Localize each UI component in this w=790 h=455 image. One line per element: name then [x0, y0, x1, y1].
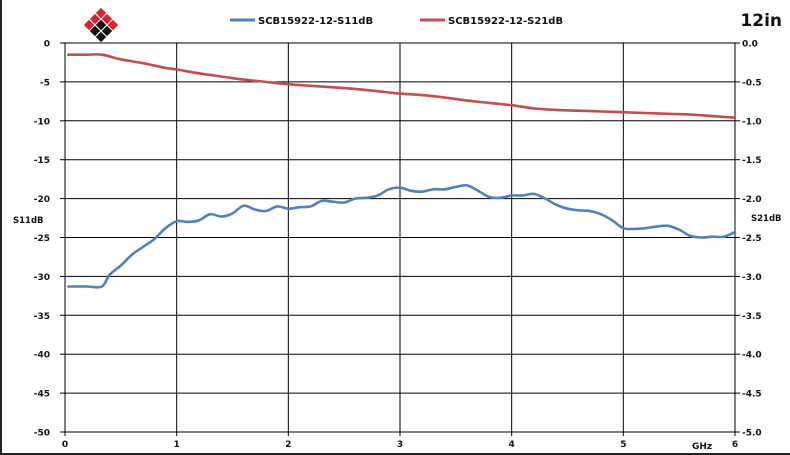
left-tick-label: -50: [34, 429, 50, 439]
diamond-logo: [83, 7, 119, 43]
right-tick-label: -4.0: [742, 351, 762, 361]
right-tick-label: -5.0: [742, 429, 762, 439]
logo-diamond: [107, 19, 119, 31]
x-axis-unit-label: GHz: [692, 442, 712, 452]
legend: SCB15922-12-S11dB SCB15922-12-S21dB: [230, 16, 563, 27]
length-badge: 12in: [740, 11, 782, 31]
right-tick-label: -3.5: [742, 312, 762, 322]
right-tick-label: -2.0: [742, 195, 762, 205]
logo-diamond: [83, 19, 95, 31]
x-tick-label: 6: [732, 440, 738, 450]
x-tick-label: 2: [285, 440, 291, 450]
legend-label-s21: SCB15922-12-S21dB: [448, 16, 563, 27]
series-line-s21: [67, 53, 737, 119]
legend-label-s11: SCB15922-12-S11dB: [258, 16, 373, 27]
logo-diamond: [101, 25, 113, 37]
logo-diamond: [95, 31, 107, 43]
logo-diamond: [95, 7, 107, 19]
x-axis-ticks: 0 1 2 3 4 5 6: [62, 432, 738, 450]
x-tick-label: 4: [509, 440, 515, 450]
y-axis-left-label: S11dB: [13, 216, 44, 226]
series-layer: [67, 53, 737, 289]
logo-diamond: [101, 13, 113, 25]
right-tick-label: -2.5: [742, 234, 762, 244]
left-tick-label: -30: [34, 273, 50, 283]
left-tick-label: -15: [34, 156, 50, 166]
left-tick-label: -35: [34, 312, 50, 322]
left-tick-label: -25: [34, 234, 50, 244]
right-tick-label: -4.5: [742, 390, 762, 400]
right-tick-label: 0.0: [742, 40, 758, 50]
right-axis-ticks: 0.0 -0.5 -1.0 -1.5 -2.0 -2.5 -3.0 -3.5 -4.0 -4.5 -…: [735, 40, 762, 439]
left-tick-label: -5: [40, 78, 50, 88]
right-tick-label: -1.0: [742, 117, 762, 127]
right-tick-label: -3.0: [742, 273, 762, 283]
right-tick-label: -1.5: [742, 156, 762, 166]
logo-diamond: [95, 19, 107, 31]
logo-diamond: [89, 13, 101, 25]
right-tick-label: -0.5: [742, 78, 762, 88]
left-axis-ticks: 0 -5 -10 -15 -20 -25 -30 -35 -40 -45 -50: [34, 40, 65, 439]
y-axis-right-label: S21dB: [751, 214, 782, 224]
x-tick-label: 1: [174, 440, 180, 450]
left-tick-label: 0: [44, 40, 50, 50]
left-tick-label: -10: [34, 117, 50, 127]
left-tick-label: -40: [34, 351, 50, 361]
left-tick-label: -20: [34, 195, 50, 205]
x-tick-label: 3: [397, 440, 403, 450]
logo-diamond: [89, 25, 101, 37]
left-tick-label: -45: [34, 390, 50, 400]
x-tick-label: 5: [620, 440, 626, 450]
x-tick-label: 0: [62, 440, 68, 450]
series-line-s11: [67, 183, 737, 289]
